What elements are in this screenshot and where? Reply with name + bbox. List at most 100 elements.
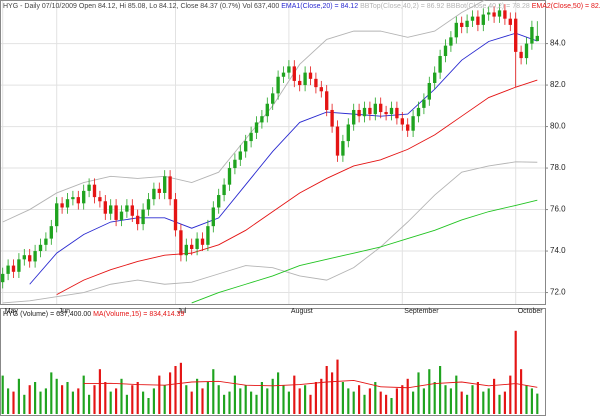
- candle-body: [92, 184, 97, 198]
- x-tick-label: May: [5, 308, 19, 315]
- volume-bar: [298, 388, 301, 414]
- candle-body: [433, 72, 437, 83]
- candle-body: [281, 72, 286, 77]
- candle-body: [503, 10, 507, 19]
- candle-body: [55, 203, 59, 227]
- volume-bar: [482, 391, 485, 414]
- volume-bar: [206, 382, 209, 414]
- volume-bar: [109, 391, 112, 414]
- candle-body: [119, 211, 124, 220]
- candle-body: [514, 18, 518, 52]
- candle-body: [6, 265, 10, 274]
- candle-body: [443, 45, 448, 57]
- volume-bar: [125, 394, 128, 414]
- y-tick-label: 82.0: [550, 80, 566, 89]
- volume-bar: [277, 372, 280, 414]
- candle-body: [373, 103, 377, 115]
- candle-body: [163, 176, 167, 193]
- volume-bar: [293, 375, 296, 414]
- candle-body: [109, 205, 113, 214]
- volume-bar: [325, 366, 328, 414]
- volume-bar: [320, 378, 323, 414]
- volume-bar: [471, 385, 474, 414]
- candle-body: [17, 259, 21, 272]
- overlay-line: [191, 199, 538, 304]
- candle-body: [303, 72, 307, 86]
- candle-body: [325, 91, 329, 110]
- overlay-line: [56, 79, 538, 296]
- candle-body: [65, 199, 70, 208]
- volume-bar: [77, 388, 80, 414]
- x-tick-label: Jun: [59, 308, 70, 315]
- volume-bar: [23, 394, 26, 414]
- candle-body: [524, 43, 529, 59]
- candle-body: [530, 26, 534, 44]
- candle-body: [249, 132, 253, 142]
- volume-bar: [7, 388, 10, 414]
- x-tick-label: September: [404, 308, 439, 315]
- candle-body: [400, 118, 404, 125]
- candle-body: [314, 78, 318, 88]
- volume-bar: [244, 385, 247, 414]
- candle-body: [152, 188, 156, 200]
- volume-bar: [39, 391, 42, 414]
- volume-bar: [1, 375, 4, 414]
- candle-body: [449, 37, 453, 46]
- volume-bar: [498, 394, 501, 414]
- volume-bar: [152, 388, 155, 414]
- volume-bar: [439, 366, 442, 414]
- volume-bar: [239, 388, 242, 414]
- candle-body: [341, 141, 345, 156]
- volume-bar: [255, 394, 258, 414]
- volume-bar: [347, 388, 350, 414]
- overlay-line: [2, 161, 538, 304]
- volume-bar: [304, 385, 307, 414]
- candle-body: [271, 93, 275, 104]
- header-item: BBBot(Close,40,2) = 78.28: [446, 3, 530, 10]
- volume-bar: [406, 378, 409, 414]
- header-item: HYG - Daily 07/10/2009 Open 84.12, Hi 85…: [3, 3, 279, 10]
- volume-bar: [309, 394, 312, 414]
- volume-bar: [341, 382, 344, 414]
- candle-body: [379, 103, 383, 113]
- volume-bar: [514, 330, 517, 414]
- candle-body: [11, 265, 16, 272]
- candle-body: [33, 251, 37, 262]
- candle-body: [276, 76, 280, 94]
- candle-body: [38, 244, 43, 252]
- candle-body: [362, 107, 367, 117]
- candle-body: [368, 107, 372, 115]
- candle-body: [416, 107, 421, 117]
- volume-bar: [233, 375, 236, 414]
- candle-body: [465, 20, 469, 27]
- candle-body: [49, 226, 53, 239]
- x-tick-label: Jul: [178, 308, 187, 315]
- volume-bar: [66, 382, 69, 414]
- candle-body: [179, 230, 183, 256]
- candle-body: [335, 126, 340, 156]
- candle-body: [233, 159, 237, 169]
- candle-body: [141, 209, 145, 225]
- volume-bar: [428, 369, 431, 414]
- candle-body: [487, 12, 491, 15]
- candle-body: [308, 72, 313, 79]
- candle-body: [292, 66, 296, 81]
- volume-bar: [422, 388, 425, 414]
- candle-body: [411, 116, 415, 131]
- volume-bar: [201, 388, 204, 414]
- candle-body: [492, 12, 496, 17]
- candle-body: [222, 184, 226, 196]
- volume-bar: [93, 385, 96, 414]
- candle-body: [357, 109, 361, 117]
- header-item: EMA1(Close,20) = 84.12: [281, 3, 358, 10]
- x-tick-label: August: [291, 308, 313, 315]
- candle-body: [173, 199, 178, 231]
- volume-bar: [136, 382, 139, 414]
- volume-bar: [536, 393, 539, 414]
- candle-body: [146, 199, 151, 210]
- candle-body: [352, 109, 356, 125]
- volume-bar: [260, 382, 263, 414]
- candle-body: [470, 16, 475, 21]
- candle-body: [184, 244, 188, 256]
